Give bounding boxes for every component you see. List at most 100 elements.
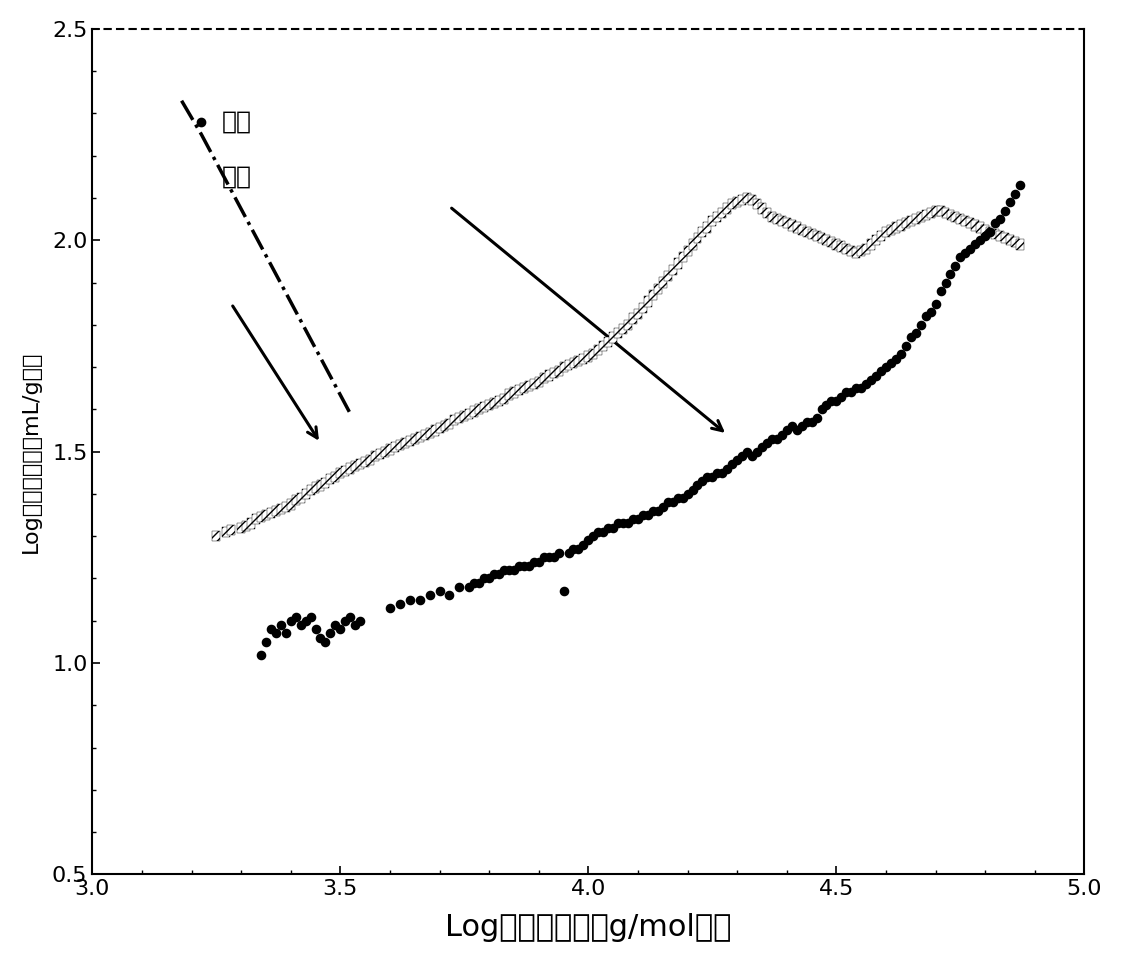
FancyBboxPatch shape: [237, 523, 245, 533]
FancyBboxPatch shape: [1001, 233, 1010, 244]
FancyBboxPatch shape: [376, 449, 384, 458]
FancyBboxPatch shape: [624, 320, 632, 330]
FancyBboxPatch shape: [912, 214, 920, 224]
FancyBboxPatch shape: [738, 195, 746, 205]
Point: [738, 444, 756, 459]
Point: [912, 317, 930, 332]
Point: [822, 393, 840, 408]
FancyBboxPatch shape: [674, 258, 682, 269]
FancyBboxPatch shape: [783, 219, 791, 228]
FancyBboxPatch shape: [565, 360, 573, 370]
Point: [932, 283, 950, 299]
Point: [992, 212, 1010, 227]
Point: [937, 274, 955, 290]
FancyBboxPatch shape: [649, 290, 657, 300]
Point: [882, 355, 900, 371]
FancyBboxPatch shape: [857, 246, 865, 256]
FancyBboxPatch shape: [440, 421, 448, 431]
FancyBboxPatch shape: [694, 233, 702, 244]
Point: [862, 372, 880, 387]
Point: [887, 351, 905, 366]
Point: [311, 630, 329, 645]
Point: [678, 486, 696, 502]
Point: [961, 241, 979, 256]
FancyBboxPatch shape: [664, 272, 672, 281]
FancyBboxPatch shape: [590, 350, 597, 359]
FancyBboxPatch shape: [902, 219, 910, 228]
FancyBboxPatch shape: [222, 527, 230, 537]
FancyBboxPatch shape: [321, 479, 329, 488]
FancyBboxPatch shape: [976, 222, 984, 233]
Point: [986, 216, 1004, 231]
Point: [430, 584, 448, 599]
FancyBboxPatch shape: [838, 242, 846, 251]
Text: 线性: 线性: [221, 165, 252, 189]
FancyBboxPatch shape: [356, 459, 364, 469]
FancyBboxPatch shape: [678, 252, 686, 262]
Point: [758, 435, 776, 451]
FancyBboxPatch shape: [286, 500, 294, 509]
FancyBboxPatch shape: [460, 410, 468, 421]
Point: [966, 237, 984, 252]
Point: [565, 541, 583, 557]
FancyBboxPatch shape: [709, 216, 716, 226]
Point: [421, 587, 439, 603]
Point: [440, 587, 458, 603]
FancyBboxPatch shape: [331, 472, 339, 482]
FancyBboxPatch shape: [505, 389, 513, 400]
Point: [703, 469, 721, 484]
FancyBboxPatch shape: [416, 431, 423, 442]
Point: [873, 364, 891, 379]
FancyBboxPatch shape: [381, 447, 389, 456]
FancyBboxPatch shape: [847, 246, 856, 256]
Text: 环状: 环状: [221, 110, 252, 134]
Point: [783, 419, 801, 434]
Point: [902, 329, 920, 345]
Point: [838, 385, 856, 401]
FancyBboxPatch shape: [803, 226, 811, 237]
Point: [594, 524, 612, 539]
Point: [381, 600, 399, 615]
Point: [664, 495, 682, 510]
Point: [916, 308, 934, 324]
FancyBboxPatch shape: [282, 502, 290, 511]
Point: [728, 453, 746, 468]
FancyBboxPatch shape: [500, 394, 508, 403]
FancyBboxPatch shape: [559, 362, 567, 372]
FancyBboxPatch shape: [982, 224, 989, 235]
FancyBboxPatch shape: [842, 244, 850, 254]
FancyBboxPatch shape: [257, 512, 265, 522]
Point: [773, 427, 791, 442]
FancyBboxPatch shape: [262, 510, 270, 520]
FancyBboxPatch shape: [524, 381, 532, 391]
Point: [252, 647, 270, 663]
Point: [520, 559, 538, 574]
Point: [267, 626, 285, 641]
FancyBboxPatch shape: [475, 404, 483, 414]
FancyBboxPatch shape: [405, 436, 413, 446]
FancyBboxPatch shape: [421, 429, 429, 440]
FancyBboxPatch shape: [307, 484, 314, 495]
Point: [654, 499, 672, 514]
Point: [575, 537, 593, 553]
Point: [286, 609, 304, 624]
Point: [296, 613, 314, 629]
Point: [555, 584, 573, 599]
Point: [272, 617, 290, 633]
FancyBboxPatch shape: [971, 221, 979, 230]
FancyBboxPatch shape: [212, 532, 220, 541]
Point: [302, 609, 320, 624]
FancyBboxPatch shape: [317, 481, 325, 490]
FancyBboxPatch shape: [272, 506, 280, 516]
Point: [579, 533, 597, 548]
FancyBboxPatch shape: [778, 216, 786, 226]
FancyBboxPatch shape: [341, 465, 349, 476]
FancyBboxPatch shape: [351, 461, 359, 472]
Point: [957, 246, 975, 261]
FancyBboxPatch shape: [600, 341, 608, 351]
FancyBboxPatch shape: [688, 240, 696, 249]
FancyBboxPatch shape: [436, 424, 444, 433]
Point: [847, 380, 865, 396]
FancyBboxPatch shape: [892, 222, 900, 233]
FancyBboxPatch shape: [992, 229, 999, 239]
